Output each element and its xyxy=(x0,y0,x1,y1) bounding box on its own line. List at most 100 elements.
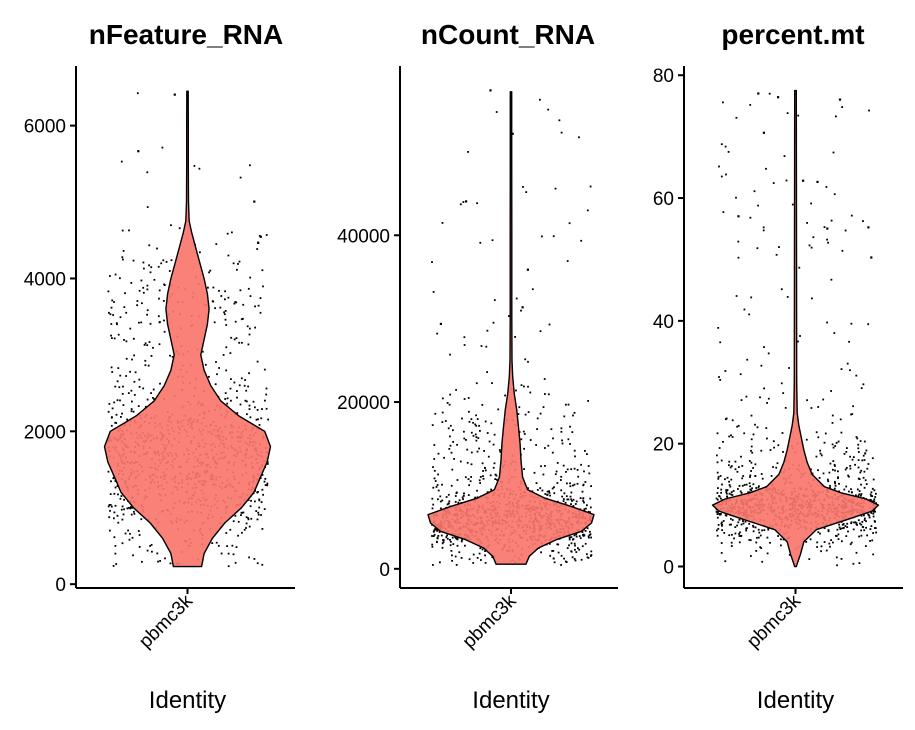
data-point xyxy=(566,482,568,485)
data-point xyxy=(262,493,264,496)
data-point xyxy=(462,495,465,497)
data-point xyxy=(866,534,868,537)
data-point xyxy=(730,523,732,526)
data-point xyxy=(772,440,775,443)
data-point xyxy=(728,492,731,495)
data-point xyxy=(583,508,586,511)
data-point xyxy=(241,531,243,534)
data-point xyxy=(138,534,141,536)
data-point xyxy=(721,524,723,527)
data-point xyxy=(242,511,245,514)
data-point xyxy=(552,437,554,440)
data-point xyxy=(567,403,570,406)
data-point xyxy=(435,528,437,531)
data-point xyxy=(864,517,866,520)
data-point xyxy=(112,565,115,567)
data-point xyxy=(520,384,523,387)
data-point xyxy=(743,484,746,486)
data-point xyxy=(146,284,149,287)
data-point xyxy=(225,324,228,326)
data-point xyxy=(496,478,498,481)
data-point xyxy=(483,450,485,452)
data-point xyxy=(264,484,267,486)
data-point xyxy=(224,290,226,293)
data-point xyxy=(234,561,237,564)
outlier-point xyxy=(439,322,442,325)
data-point xyxy=(860,523,863,526)
data-point xyxy=(144,364,147,367)
data-point xyxy=(110,366,113,369)
data-point xyxy=(158,289,161,292)
data-point xyxy=(470,431,473,434)
data-point xyxy=(539,487,542,489)
data-point xyxy=(850,413,852,416)
data-point xyxy=(129,507,132,510)
data-point xyxy=(236,396,238,399)
data-point xyxy=(254,406,256,409)
data-point xyxy=(152,388,155,391)
data-point xyxy=(456,479,459,481)
data-point xyxy=(475,414,477,417)
data-point xyxy=(433,469,436,472)
data-point xyxy=(748,482,751,485)
data-point xyxy=(249,505,252,508)
data-point xyxy=(730,541,733,544)
data-point xyxy=(466,448,469,451)
data-point xyxy=(224,298,226,301)
data-point xyxy=(497,408,500,411)
data-point xyxy=(468,484,470,487)
data-point xyxy=(168,270,171,272)
data-point xyxy=(170,259,173,262)
data-point xyxy=(573,542,576,545)
violin xyxy=(427,91,595,565)
data-point xyxy=(850,541,853,544)
data-point xyxy=(864,452,867,455)
data-point xyxy=(850,322,853,325)
data-point xyxy=(584,450,586,452)
data-point xyxy=(780,538,782,541)
data-point xyxy=(872,478,875,481)
data-point xyxy=(855,522,858,524)
data-point xyxy=(531,288,534,291)
data-point xyxy=(860,493,863,495)
data-point xyxy=(805,438,808,441)
data-point xyxy=(433,444,436,446)
data-point xyxy=(560,564,562,566)
data-point xyxy=(233,338,236,341)
data-point xyxy=(254,305,256,308)
data-point xyxy=(525,191,528,193)
data-point xyxy=(857,477,860,480)
outlier-point xyxy=(802,179,805,182)
data-point xyxy=(146,398,149,401)
data-point xyxy=(717,476,720,478)
data-point xyxy=(738,541,741,544)
data-point xyxy=(560,427,563,430)
data-point xyxy=(748,460,751,462)
data-point xyxy=(110,480,112,483)
data-point xyxy=(818,477,821,479)
data-point xyxy=(123,508,125,511)
data-point xyxy=(226,545,228,547)
data-point xyxy=(458,551,461,554)
data-point xyxy=(492,321,495,324)
data-point xyxy=(249,276,252,279)
data-point xyxy=(555,470,558,473)
data-point xyxy=(548,492,551,494)
data-point xyxy=(499,450,502,453)
panel-title: nCount_RNA xyxy=(421,19,595,50)
data-point xyxy=(812,236,815,239)
data-point xyxy=(590,485,592,487)
data-point xyxy=(731,494,734,496)
data-point xyxy=(873,520,876,522)
data-point xyxy=(121,505,124,508)
data-point xyxy=(137,405,140,407)
data-point xyxy=(869,528,872,530)
data-point xyxy=(859,471,862,474)
data-point xyxy=(727,151,730,153)
data-point xyxy=(720,522,723,525)
data-point xyxy=(455,537,458,540)
data-point xyxy=(791,203,794,206)
data-point xyxy=(523,385,525,388)
data-point xyxy=(823,441,826,444)
data-point xyxy=(587,510,590,513)
